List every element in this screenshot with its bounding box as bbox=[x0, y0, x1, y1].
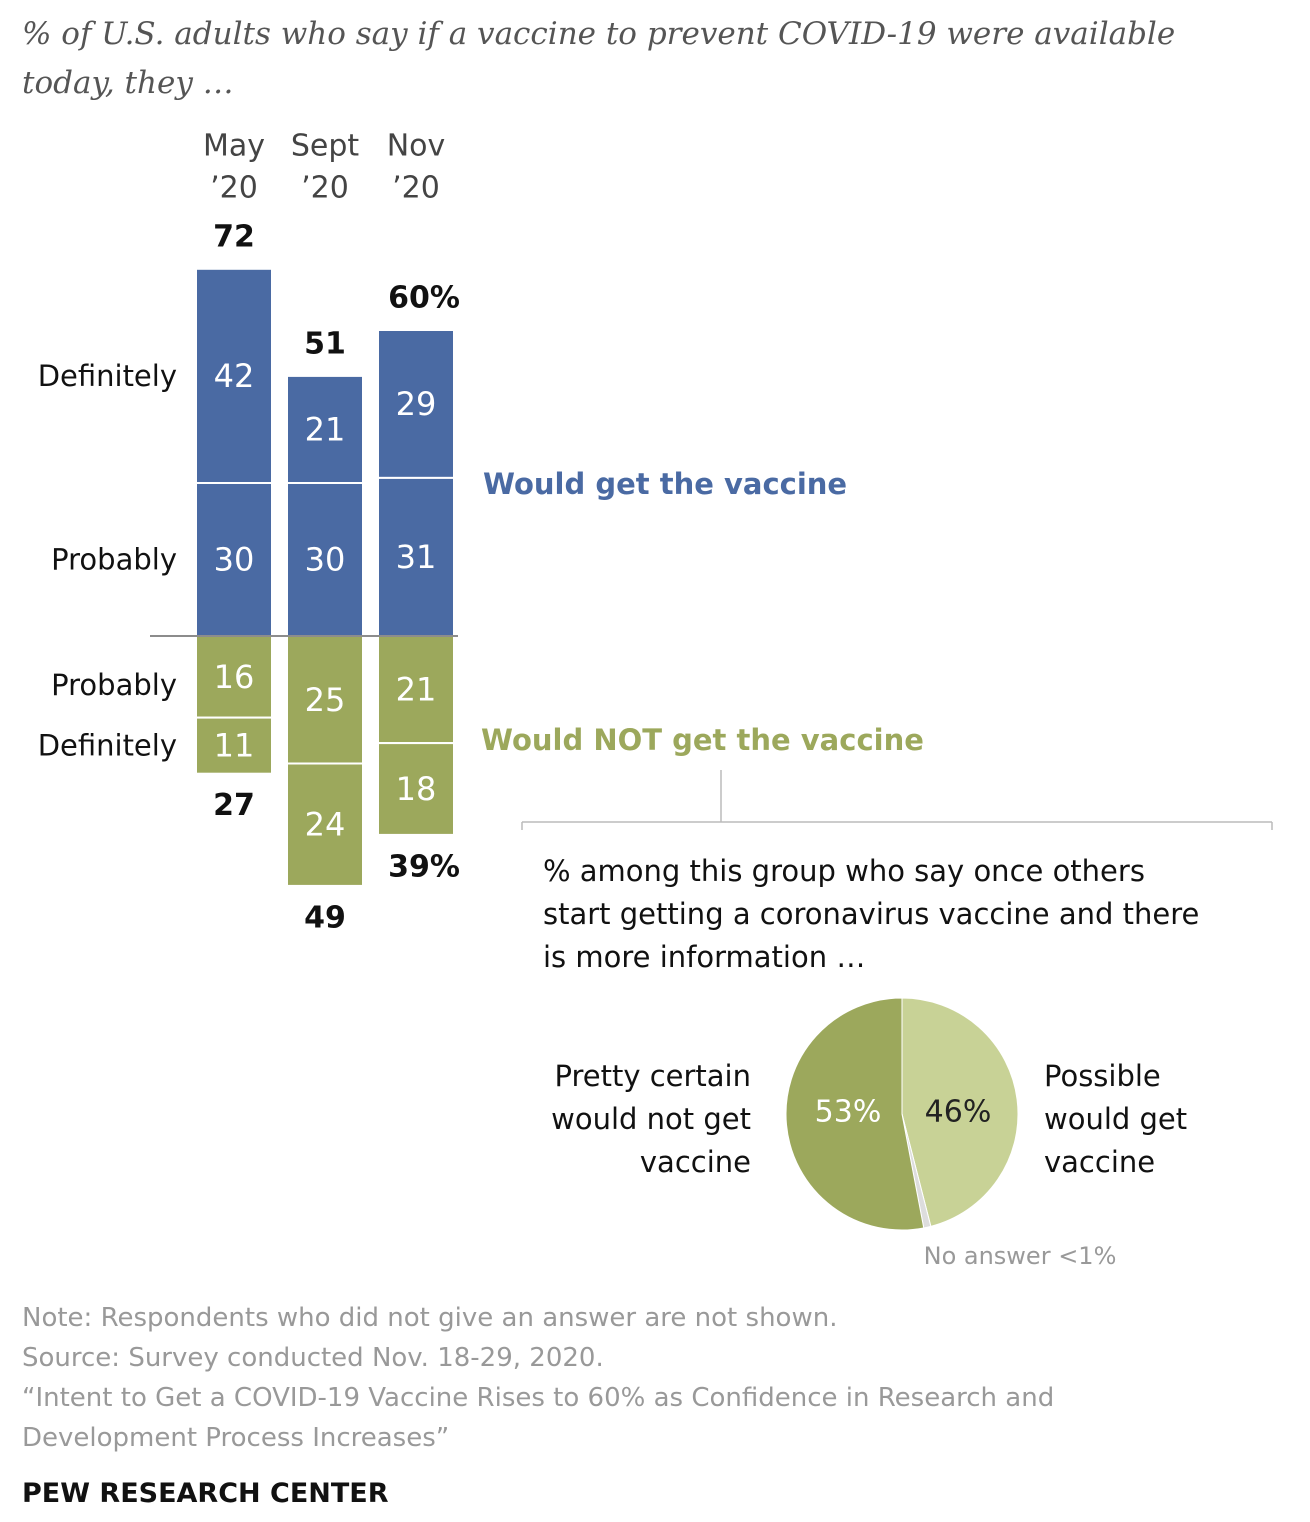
bar-definitely-not-2 bbox=[377, 742, 455, 836]
pie-side-label-get-line-2: would get bbox=[1044, 1102, 1187, 1136]
row-label-probably-not: Probably bbox=[51, 668, 177, 702]
value-label-definitely-get-0: 42 bbox=[214, 357, 255, 395]
footnotes: Note: Respondents who did not give an an… bbox=[22, 1298, 1282, 1458]
pie-title-line-3: is more information … bbox=[543, 940, 865, 974]
pie-slice-pretty-certain-not bbox=[785, 997, 925, 1231]
value-label-probably-not-1: 25 bbox=[305, 681, 346, 719]
row-label-probably-get: Probably bbox=[51, 543, 177, 577]
total-get-label-0: 72 bbox=[213, 219, 255, 254]
pie-slice-possible-would-get bbox=[901, 997, 1019, 1227]
value-label-definitely-not-0: 11 bbox=[214, 727, 255, 765]
pie-side-label-get-line-3: vaccine bbox=[1044, 1145, 1155, 1179]
bar-probably-not-0 bbox=[195, 635, 273, 719]
bar-definitely-not-0 bbox=[195, 716, 273, 775]
bar-probably-get-2 bbox=[377, 476, 455, 637]
value-label-probably-get-0: 30 bbox=[214, 541, 255, 579]
total-not-label-0: 27 bbox=[213, 788, 255, 823]
report-title-line-1: “Intent to Get a COVID-19 Vaccine Rises … bbox=[22, 1383, 1055, 1413]
total-get-label-1: 51 bbox=[304, 326, 346, 361]
bar-probably-not-2 bbox=[377, 635, 455, 745]
value-label-probably-not-2: 21 bbox=[396, 671, 437, 709]
pie-side-label-not-line-2: would not get bbox=[551, 1102, 751, 1136]
chart-title: % of U.S. adults who say if a vaccine to… bbox=[22, 16, 1176, 101]
category-label-2-line-1: Nov bbox=[387, 129, 446, 164]
row-label-definitely-not: Definitely bbox=[38, 729, 177, 763]
value-label-definitely-get-1: 21 bbox=[305, 410, 346, 448]
brand-logo-text: PEW RESEARCH CENTER bbox=[22, 1478, 389, 1509]
pie-label-no-answer: No answer <1% bbox=[924, 1242, 1117, 1270]
category-label-1-line-2: ’20 bbox=[301, 171, 349, 206]
value-label-definitely-get-2: 29 bbox=[396, 385, 437, 423]
bar-probably-not-1 bbox=[286, 635, 364, 765]
bar-probably-get-0 bbox=[195, 482, 273, 637]
bar-probably-get-1 bbox=[286, 482, 364, 637]
pie-title-line-2: start getting a coronavirus vaccine and … bbox=[543, 897, 1199, 931]
value-label-definitely-not-2: 18 bbox=[396, 770, 437, 808]
pie-side-label-get-line-1: Possible bbox=[1044, 1059, 1161, 1093]
value-label-definitely-not-1: 24 bbox=[305, 806, 346, 844]
report-title-line-2: Development Process Increases” bbox=[22, 1423, 450, 1453]
pie-title-line-1: % among this group who say once others bbox=[543, 854, 1145, 888]
category-label-1-line-1: Sept bbox=[291, 129, 360, 164]
pie-value-label-possible-would-get: 46% bbox=[925, 1095, 992, 1130]
source-text: Source: Survey conducted Nov. 18-29, 202… bbox=[22, 1343, 604, 1373]
pie-side-label-not-line-3: vaccine bbox=[640, 1145, 751, 1179]
total-get-label-2: 60% bbox=[388, 281, 460, 316]
total-not-label-2: 39% bbox=[388, 849, 460, 884]
note-text: Note: Respondents who did not give an an… bbox=[22, 1303, 838, 1333]
category-label-0-line-2: ’20 bbox=[210, 171, 258, 206]
bar-definitely-not-1 bbox=[286, 762, 364, 887]
value-label-probably-get-2: 31 bbox=[396, 538, 437, 576]
category-label-0-line-1: May bbox=[203, 129, 265, 164]
value-label-probably-not-0: 16 bbox=[214, 658, 255, 696]
row-label-definitely-get: Definitely bbox=[38, 359, 177, 393]
pie-side-label-not-line-1: Pretty certain bbox=[554, 1059, 751, 1093]
value-label-probably-get-1: 30 bbox=[305, 541, 346, 579]
vaccine-intent-chart: 42 30 16 11 72 27 May ’20 21 30 25 24 51 49 Sept ’20 29 3… bbox=[38, 129, 1273, 1270]
category-label-2-line-2: ’20 bbox=[392, 171, 440, 206]
total-not-label-1: 49 bbox=[304, 900, 346, 935]
group-label-would-get: Would get the vaccine bbox=[483, 467, 847, 501]
group-label-would-not: Would NOT get the vaccine bbox=[481, 723, 924, 757]
pie-value-label-pretty-certain-not: 53% bbox=[815, 1095, 882, 1130]
bar-definitely-get-1 bbox=[286, 374, 364, 484]
